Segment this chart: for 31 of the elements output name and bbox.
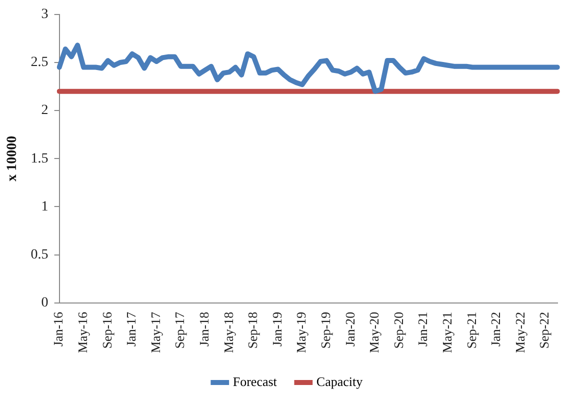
- x-tick-label: May-22: [512, 312, 528, 354]
- x-tick-label: Sep-18: [245, 312, 260, 349]
- y-tick-label: 3: [41, 7, 48, 22]
- x-tick-label: Jan-21: [415, 312, 430, 347]
- legend-label: Forecast: [232, 374, 278, 389]
- x-tick-label: May-17: [148, 311, 163, 354]
- x-tick-label: May-21: [439, 312, 454, 354]
- x-tick-label: May-16: [75, 311, 90, 354]
- y-tick-label: 1: [41, 199, 48, 214]
- x-tick-label: Sep-20: [390, 312, 406, 349]
- x-tick-label: Jan-18: [196, 312, 212, 347]
- x-tick-label: Sep-22: [536, 312, 552, 349]
- x-tick-label: Sep-21: [464, 312, 479, 349]
- x-tick-label: Jan-22: [488, 312, 504, 347]
- x-tick-label: May-20: [366, 312, 382, 354]
- x-tick-label: Sep-19: [318, 312, 333, 349]
- y-tick-label: 2.5: [30, 55, 48, 70]
- x-tick-label: May-19: [294, 312, 309, 354]
- legend-label: Capacity: [316, 374, 364, 389]
- y-tick-label: 1.5: [30, 151, 48, 166]
- x-tick-label: Jan-16: [50, 311, 66, 347]
- x-tick-label: Jan-20: [342, 312, 358, 347]
- y-tick-label: 0: [41, 296, 48, 311]
- x-tick-label: May-18: [220, 312, 236, 354]
- x-tick-label: Sep-17: [172, 311, 188, 349]
- y-tick-label: 0.5: [30, 247, 48, 262]
- x-tick-label: Jan-19: [269, 312, 284, 347]
- x-tick-label: Jan-17: [124, 311, 139, 347]
- x-tick-label: Sep-16: [99, 311, 114, 349]
- y-axis-title: x 10000: [5, 136, 20, 182]
- y-tick-label: 2: [41, 103, 48, 118]
